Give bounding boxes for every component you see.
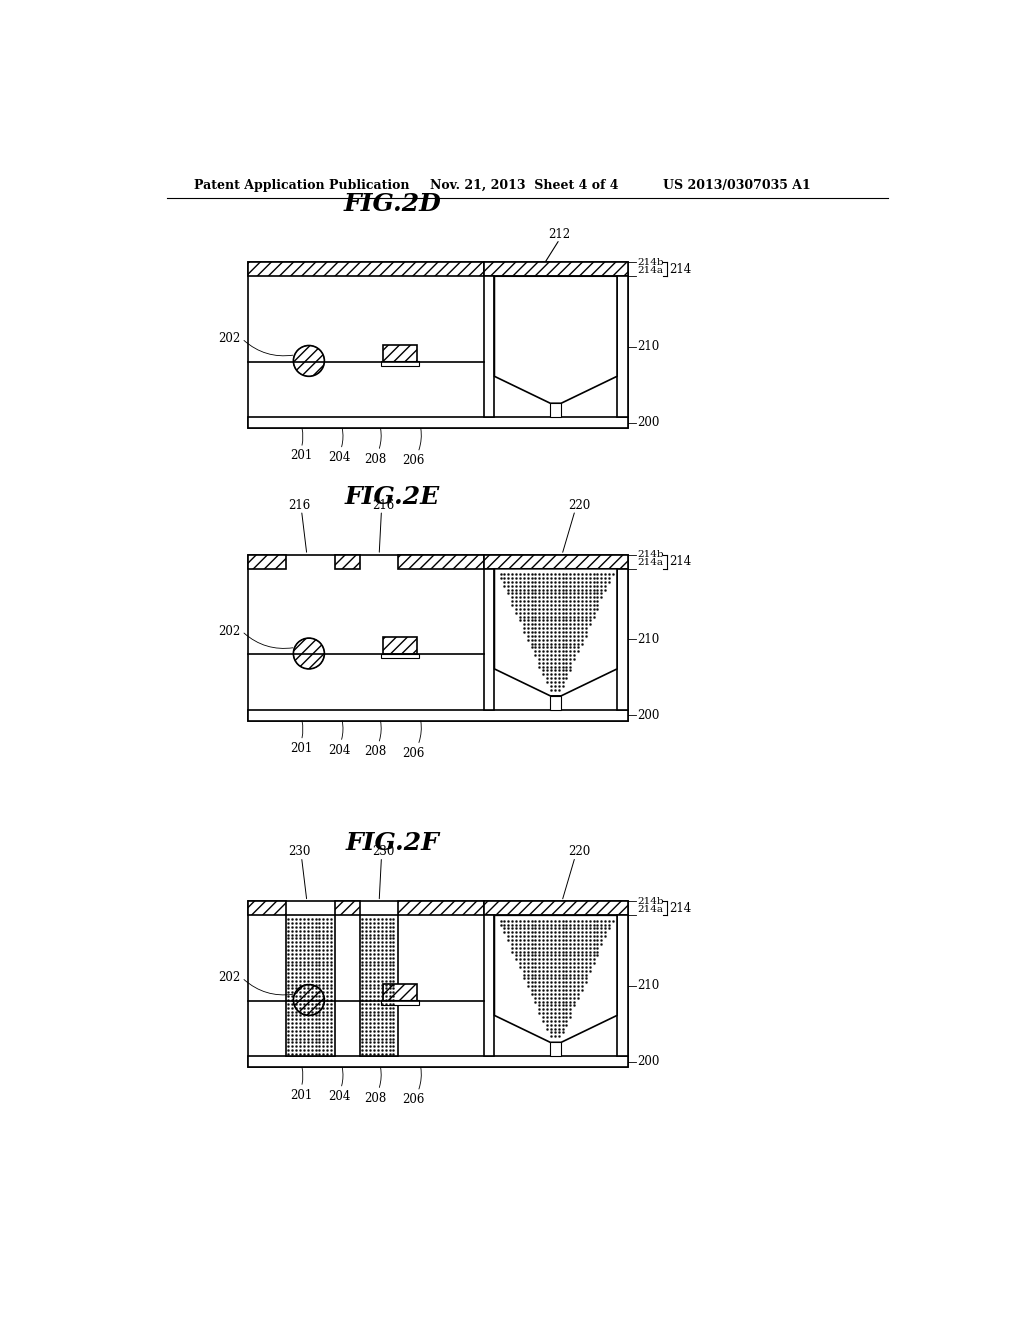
Text: 214b: 214b <box>637 257 664 267</box>
Bar <box>336 902 360 915</box>
Bar <box>248 902 628 1067</box>
Text: 201: 201 <box>290 449 312 462</box>
Text: 200: 200 <box>637 709 659 722</box>
Text: Patent Application Publication: Patent Application Publication <box>194 178 410 191</box>
Text: 214a: 214a <box>637 265 664 275</box>
Bar <box>550 1043 561 1056</box>
Text: 216: 216 <box>372 499 394 512</box>
Bar <box>381 360 419 366</box>
Text: 230: 230 <box>372 845 394 858</box>
Text: 206: 206 <box>402 1093 425 1106</box>
Bar <box>248 902 286 915</box>
Text: FIG.2D: FIG.2D <box>344 193 441 216</box>
Text: 214: 214 <box>669 902 691 915</box>
Text: 210: 210 <box>637 341 659 354</box>
Text: 220: 220 <box>568 499 590 512</box>
Text: 216: 216 <box>288 499 310 512</box>
Text: 204: 204 <box>328 743 350 756</box>
Bar <box>483 276 495 417</box>
Bar <box>483 915 495 1056</box>
Bar <box>248 554 628 721</box>
Text: 212: 212 <box>549 228 570 240</box>
Bar <box>398 554 483 569</box>
Bar <box>483 554 628 569</box>
Text: 214b: 214b <box>637 550 664 560</box>
Bar <box>248 710 628 721</box>
Text: 214b: 214b <box>637 898 664 906</box>
Polygon shape <box>495 915 617 1043</box>
Text: 202: 202 <box>218 333 241 345</box>
Text: 214a: 214a <box>637 558 664 568</box>
Text: 208: 208 <box>365 453 386 466</box>
Bar <box>617 276 628 417</box>
Text: FIG.2F: FIG.2F <box>345 832 439 855</box>
Polygon shape <box>495 276 617 404</box>
Text: 204: 204 <box>328 451 350 465</box>
Bar <box>383 983 417 1001</box>
Bar <box>286 915 336 1056</box>
Bar <box>483 263 628 276</box>
Text: 206: 206 <box>402 747 425 760</box>
Text: 202: 202 <box>218 624 241 638</box>
Polygon shape <box>495 569 617 696</box>
Text: 200: 200 <box>637 416 659 429</box>
Bar <box>336 554 360 569</box>
Text: 210: 210 <box>637 979 659 993</box>
Text: 204: 204 <box>328 1090 350 1104</box>
Text: 208: 208 <box>365 744 386 758</box>
Text: 201: 201 <box>290 1089 312 1102</box>
Bar <box>617 915 628 1056</box>
Bar <box>248 263 628 428</box>
Bar <box>483 569 495 710</box>
Bar <box>248 554 286 569</box>
Text: US 2013/0307035 A1: US 2013/0307035 A1 <box>663 178 811 191</box>
Text: 220: 220 <box>568 845 590 858</box>
Bar <box>383 345 417 362</box>
Bar <box>550 404 561 417</box>
Text: 214: 214 <box>669 556 691 569</box>
Text: 201: 201 <box>290 742 312 755</box>
Text: FIG.2E: FIG.2E <box>345 484 440 508</box>
Bar <box>248 1056 628 1067</box>
Bar <box>248 263 483 276</box>
Bar <box>360 915 398 1056</box>
Bar <box>550 696 561 710</box>
Circle shape <box>294 985 325 1015</box>
Text: 230: 230 <box>288 845 310 858</box>
Circle shape <box>294 638 325 669</box>
Text: 214: 214 <box>669 263 691 276</box>
Circle shape <box>294 346 325 376</box>
Bar <box>383 638 417 655</box>
Bar <box>398 902 483 915</box>
Text: 214a: 214a <box>637 904 664 913</box>
Text: 200: 200 <box>637 1055 659 1068</box>
Bar <box>248 417 628 428</box>
Text: 210: 210 <box>637 632 659 645</box>
Bar <box>617 569 628 710</box>
Text: Nov. 21, 2013  Sheet 4 of 4: Nov. 21, 2013 Sheet 4 of 4 <box>430 178 618 191</box>
Bar <box>381 1001 419 1005</box>
Text: 202: 202 <box>218 972 241 985</box>
Bar <box>381 653 419 659</box>
Bar <box>483 902 628 915</box>
Text: 206: 206 <box>402 454 425 467</box>
Text: 208: 208 <box>365 1092 386 1105</box>
